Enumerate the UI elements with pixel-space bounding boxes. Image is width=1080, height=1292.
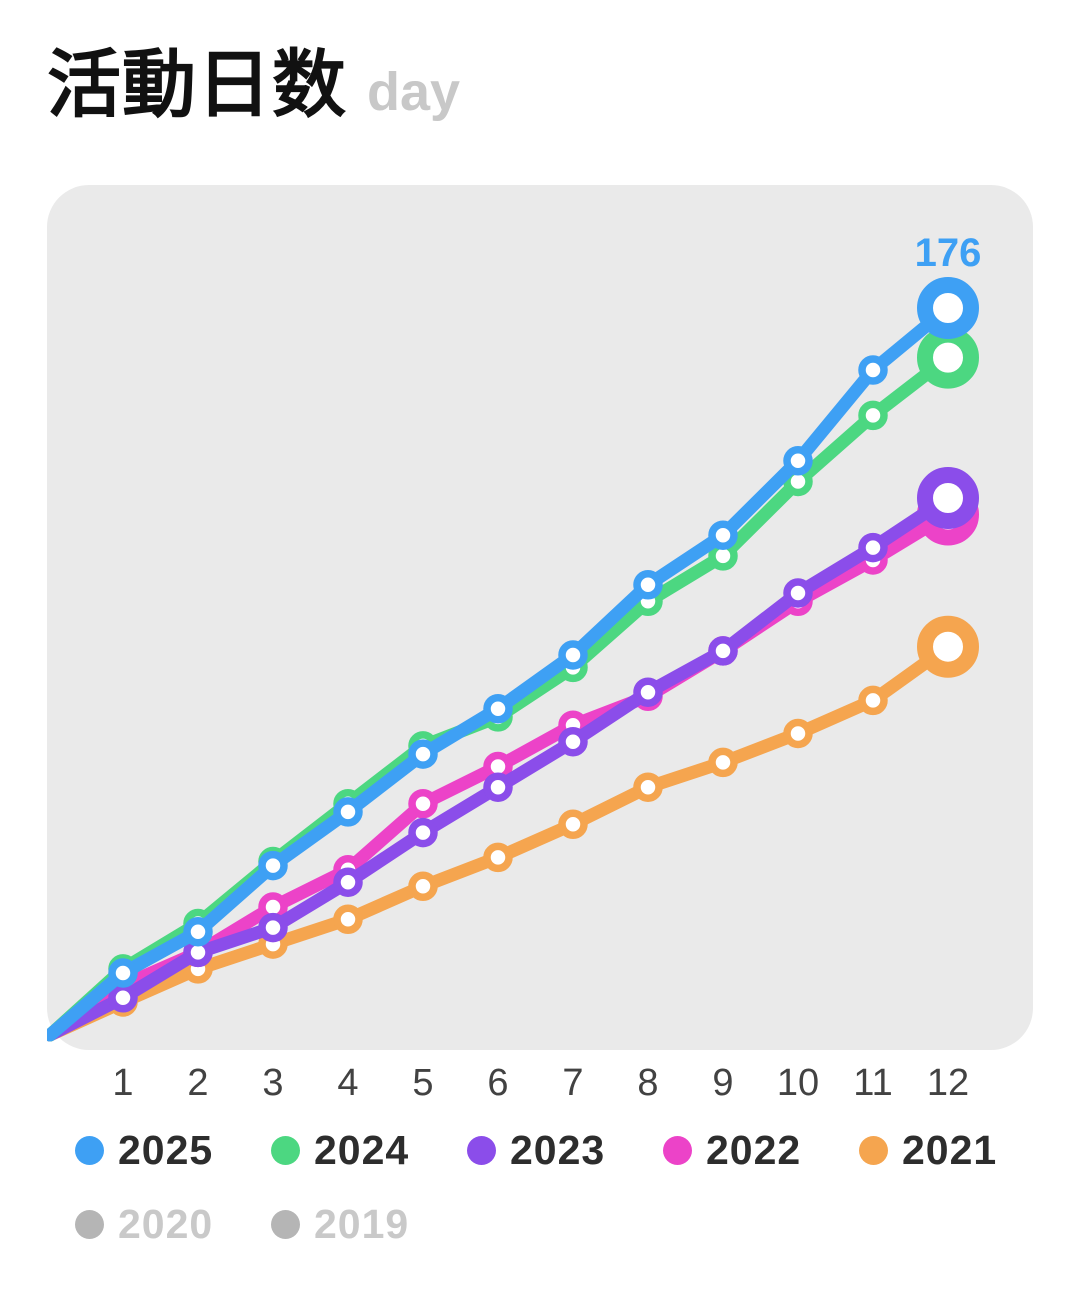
legend-label-2020: 2020 (118, 1200, 214, 1247)
legend-dot-2020 (75, 1209, 104, 1239)
x-axis-label-4: 4 (337, 1062, 359, 1104)
data-point-2025-m11 (858, 355, 888, 385)
data-point-2021-m8 (633, 772, 663, 802)
data-point-2025-m9 (708, 520, 738, 550)
legend-item-2020[interactable]: 2020 (75, 1200, 271, 1248)
legend-label-2019: 2019 (314, 1200, 410, 1247)
x-axis-label-2: 2 (187, 1062, 209, 1104)
legend-label-2023: 2023 (510, 1126, 606, 1173)
x-axis-label-3: 3 (262, 1062, 284, 1104)
legend-dot-2025 (75, 1135, 104, 1165)
data-point-2023-m8 (633, 677, 663, 707)
data-point-2023-m10 (783, 578, 813, 608)
legend-item-2023[interactable]: 2023 (467, 1126, 663, 1174)
legend-dot-2019 (271, 1209, 300, 1239)
data-point-2021-m11 (858, 685, 888, 716)
series-end-dot-2024-m12 (917, 326, 979, 389)
legend-dot-2024 (271, 1135, 300, 1165)
series-end-dot-2023-m12 (917, 467, 979, 529)
legend-item-2024[interactable]: 2024 (271, 1126, 467, 1174)
data-point-2021-m5 (408, 871, 438, 902)
end-value-label-2025: 176 (915, 231, 982, 275)
x-axis-label-8: 8 (637, 1062, 659, 1104)
data-point-2021-m10 (783, 718, 813, 749)
data-point-2021-m7 (558, 809, 588, 840)
legend-item-2025[interactable]: 2025 (75, 1126, 271, 1174)
page-title: 活動日数 (47, 43, 347, 126)
data-point-2023-m5 (408, 817, 438, 848)
x-axis-label-1: 1 (112, 1062, 134, 1104)
x-axis: 1 2 3 4 5 6 7 8 9 10 11 12 (0, 1062, 1080, 1112)
data-point-2023-m3 (258, 912, 288, 943)
data-point-2025-m3 (258, 850, 288, 881)
data-point-2021-m9 (708, 747, 738, 778)
legend-label-2022: 2022 (706, 1126, 802, 1173)
page-unit-label: day (367, 62, 461, 122)
x-axis-label-7: 7 (562, 1062, 584, 1104)
legend-label-2025: 2025 (118, 1126, 214, 1173)
data-point-2023-m4 (333, 867, 363, 897)
legend-dot-2023 (467, 1135, 496, 1165)
legend-item-2022[interactable]: 2022 (663, 1126, 859, 1174)
data-point-2025-m5 (408, 739, 438, 769)
x-axis-label-5: 5 (412, 1062, 434, 1104)
data-point-2025-m6 (483, 693, 513, 724)
data-point-2025-m1 (108, 958, 138, 988)
series-end-dot-2021-m12 (917, 615, 979, 678)
legend-dot-2022 (663, 1135, 692, 1165)
x-axis-label-9: 9 (712, 1062, 734, 1104)
data-point-2025-m7 (558, 640, 588, 670)
legend-label-2021: 2021 (902, 1126, 998, 1173)
header: 活動日数 day (47, 44, 1080, 138)
data-point-2024-m11 (858, 400, 888, 431)
chart-legend: 2025 2024 2023 2022 2021 2020 2019 (75, 1126, 1080, 1248)
data-point-2025-m4 (333, 797, 363, 827)
legend-dot-2021 (859, 1135, 888, 1165)
data-point-2023-m9 (708, 636, 738, 666)
x-axis-label-12: 12 (926, 1062, 970, 1104)
data-point-2021-m4 (333, 904, 363, 935)
x-axis-label-11: 11 (853, 1062, 893, 1104)
legend-item-2019[interactable]: 2019 (271, 1200, 467, 1248)
line-chart-panel: 176 (47, 185, 1033, 1050)
data-point-2025-m8 (633, 570, 663, 600)
data-point-2023-m11 (858, 532, 888, 563)
legend-label-2024: 2024 (314, 1126, 410, 1173)
data-point-2023-m6 (483, 772, 513, 802)
data-point-2022-m5 (408, 788, 438, 819)
x-axis-label-10: 10 (776, 1062, 820, 1104)
series-end-dot-2025-m12 (917, 277, 979, 339)
data-point-2025-m10 (783, 446, 813, 476)
data-point-2025-m2 (183, 916, 213, 947)
data-point-2021-m6 (483, 842, 513, 873)
x-axis-label-6: 6 (487, 1062, 509, 1104)
data-point-2023-m1 (108, 983, 138, 1013)
cumulative-line-chart: 176 (47, 231, 982, 1042)
data-point-2023-m7 (558, 726, 588, 757)
legend-item-2021[interactable]: 2021 (859, 1126, 1055, 1174)
